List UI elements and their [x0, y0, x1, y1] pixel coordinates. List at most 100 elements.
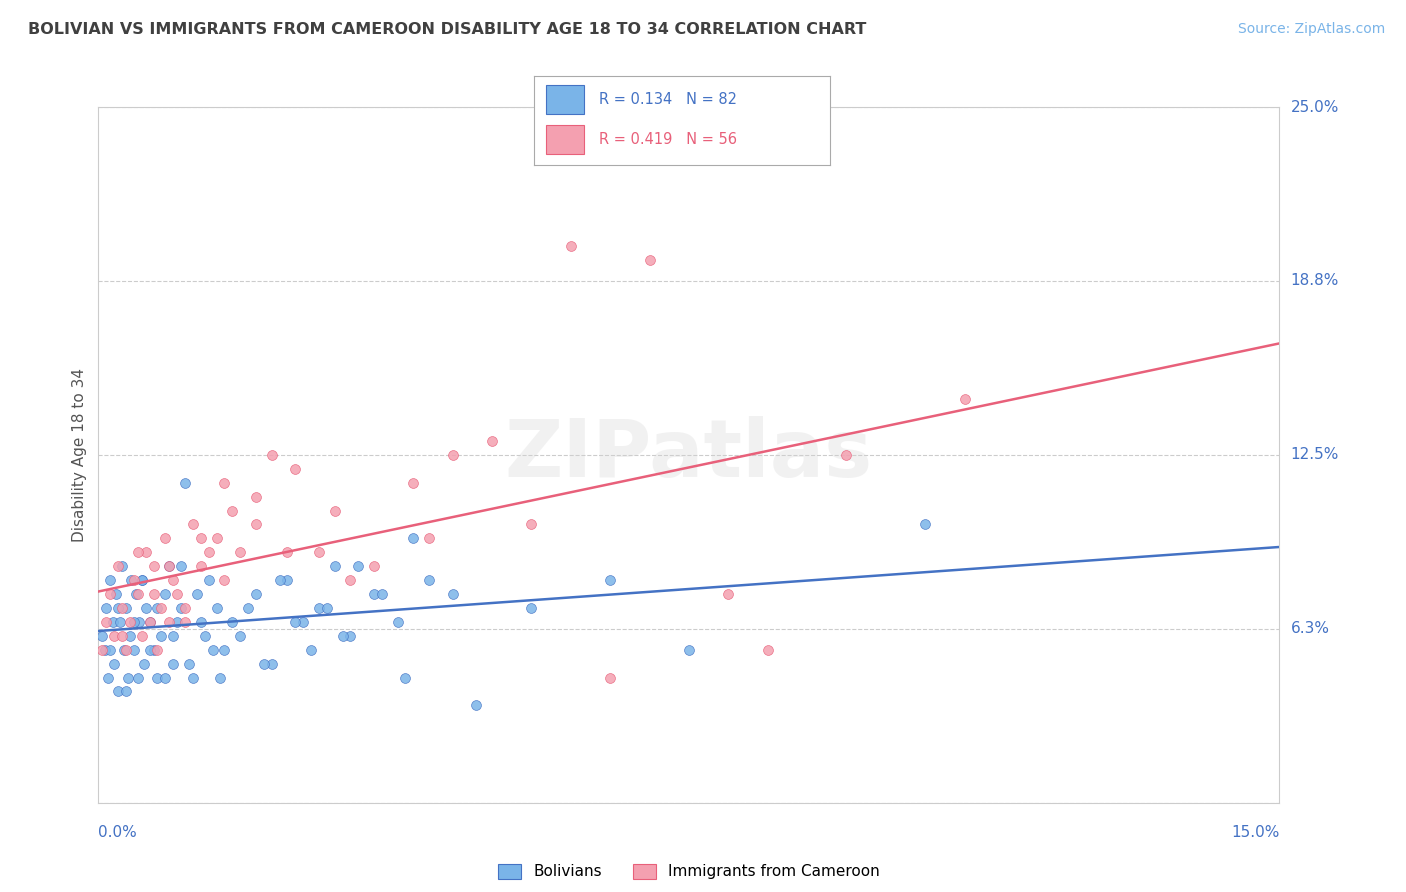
Point	[520, 601, 543, 615]
Point	[111, 559, 134, 574]
Bar	[546, 125, 585, 154]
Point	[155, 532, 177, 546]
Point	[91, 642, 114, 657]
Point	[308, 601, 330, 615]
Point	[229, 545, 252, 559]
Point	[131, 573, 153, 587]
Point	[323, 559, 346, 574]
Point	[96, 615, 118, 629]
Point	[162, 629, 184, 643]
Point	[402, 475, 425, 490]
Point	[253, 657, 276, 671]
Point	[162, 657, 184, 671]
Bar	[546, 85, 585, 114]
Point	[276, 545, 298, 559]
Point	[190, 532, 212, 546]
Point	[131, 573, 153, 587]
Text: 25.0%: 25.0%	[1291, 100, 1339, 114]
Point	[127, 587, 149, 601]
Point	[418, 532, 440, 546]
Point	[101, 615, 124, 629]
Point	[299, 642, 322, 657]
Point	[181, 517, 204, 532]
Text: 0.0%: 0.0%	[98, 825, 138, 840]
Point	[599, 573, 621, 587]
Point	[103, 629, 125, 643]
Y-axis label: Disability Age 18 to 34: Disability Age 18 to 34	[72, 368, 87, 542]
Point	[214, 573, 236, 587]
Point	[269, 573, 291, 587]
Point	[125, 587, 148, 601]
Point	[315, 601, 337, 615]
Point	[118, 615, 141, 629]
Point	[93, 642, 115, 657]
Text: 18.8%: 18.8%	[1291, 274, 1339, 288]
Point	[98, 642, 121, 657]
Point	[170, 601, 193, 615]
Point	[560, 239, 582, 253]
Point	[166, 587, 188, 601]
Point	[138, 642, 160, 657]
Point	[138, 615, 160, 629]
Point	[174, 601, 197, 615]
Point	[142, 587, 165, 601]
Point	[186, 587, 208, 601]
Point	[323, 503, 346, 517]
Point	[638, 253, 661, 268]
Point	[127, 545, 149, 559]
Point	[394, 671, 416, 685]
Point	[122, 615, 145, 629]
Point	[339, 573, 361, 587]
Point	[91, 629, 114, 643]
Point	[103, 657, 125, 671]
Point	[214, 475, 236, 490]
Point	[194, 629, 217, 643]
Point	[166, 615, 188, 629]
Point	[162, 573, 184, 587]
Point	[131, 629, 153, 643]
Point	[98, 587, 121, 601]
Point	[142, 642, 165, 657]
Point	[236, 601, 259, 615]
Text: R = 0.419   N = 56: R = 0.419 N = 56	[599, 132, 737, 147]
Point	[112, 642, 135, 657]
Point	[150, 629, 173, 643]
Point	[110, 615, 132, 629]
Point	[146, 671, 169, 685]
Point	[441, 448, 464, 462]
Point	[276, 573, 298, 587]
Point	[371, 587, 394, 601]
Point	[107, 559, 129, 574]
Point	[260, 448, 283, 462]
Text: BOLIVIAN VS IMMIGRANTS FROM CAMEROON DISABILITY AGE 18 TO 34 CORRELATION CHART: BOLIVIAN VS IMMIGRANTS FROM CAMEROON DIS…	[28, 22, 866, 37]
Point	[953, 392, 976, 407]
Point	[402, 532, 425, 546]
Point	[205, 532, 228, 546]
Point	[127, 671, 149, 685]
Point	[284, 615, 307, 629]
Point	[363, 559, 385, 574]
Point	[157, 559, 180, 574]
Point	[332, 629, 354, 643]
Point	[190, 615, 212, 629]
Point	[201, 642, 224, 657]
Point	[441, 587, 464, 601]
Text: 15.0%: 15.0%	[1232, 825, 1279, 840]
Point	[245, 490, 267, 504]
Text: R = 0.134   N = 82: R = 0.134 N = 82	[599, 92, 737, 107]
Point	[107, 684, 129, 698]
Point	[221, 503, 243, 517]
Point	[221, 615, 243, 629]
Point	[181, 671, 204, 685]
Point	[229, 629, 252, 643]
Point	[174, 475, 197, 490]
Point	[174, 615, 197, 629]
Point	[146, 601, 169, 615]
Point	[138, 615, 160, 629]
Point	[150, 601, 173, 615]
Point	[111, 601, 134, 615]
Point	[146, 642, 169, 657]
Point	[387, 615, 409, 629]
Point	[135, 601, 157, 615]
Point	[128, 615, 150, 629]
